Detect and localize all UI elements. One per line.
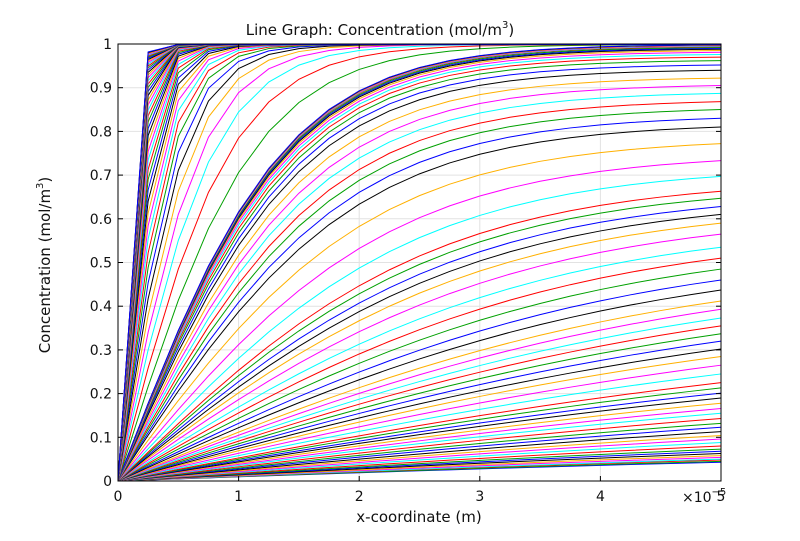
series-line	[117, 279, 722, 482]
y-tick-label: 0	[103, 474, 112, 490]
series-line	[117, 373, 722, 482]
series-line	[117, 257, 722, 482]
series-line	[117, 64, 722, 482]
series-line	[117, 213, 722, 482]
series-line	[117, 48, 722, 482]
x-axis-label: x-coordinate (m)	[356, 508, 481, 526]
x-tick-label: 1	[234, 489, 243, 505]
series-line	[117, 289, 722, 482]
y-tick-label: 0.2	[90, 387, 112, 403]
chart-title: Line Graph: Concentration (mol/m3)	[246, 20, 514, 39]
x-tick-label: 3	[475, 489, 484, 505]
series-line	[117, 402, 722, 482]
y-axis-label: Concentration (mol/m3)	[35, 177, 54, 354]
series-line	[117, 445, 722, 482]
series-line	[117, 92, 722, 482]
series-line	[117, 431, 722, 482]
series-line	[117, 222, 722, 482]
x-axis-multiplier: ×10−5	[682, 487, 726, 506]
series-line	[117, 143, 722, 482]
series-line	[117, 85, 722, 482]
series-line	[117, 160, 722, 482]
series-line	[117, 325, 722, 482]
y-tick-label: 0.7	[90, 168, 112, 184]
x-tick-label: 5	[717, 489, 726, 505]
x-tick-label: 4	[596, 489, 605, 505]
series-line	[117, 397, 722, 482]
series-line	[117, 126, 722, 482]
series-line	[117, 317, 722, 482]
y-tick-label: 0.4	[90, 299, 112, 315]
y-tick-label: 0.1	[90, 430, 112, 446]
x-tick-label: 0	[114, 489, 123, 505]
series-line	[117, 77, 722, 482]
series-line	[117, 117, 722, 482]
y-tick-label: 0.8	[90, 124, 112, 140]
series-line	[117, 60, 722, 482]
series-line	[117, 308, 722, 482]
series-line	[117, 442, 722, 482]
series-line	[117, 268, 722, 482]
series-line	[117, 438, 722, 482]
series-line	[117, 53, 722, 482]
series-line	[117, 300, 722, 482]
series-line	[117, 206, 722, 482]
series-line	[117, 101, 722, 482]
series-line	[117, 47, 722, 482]
series-line	[117, 340, 722, 482]
x-tick-label: 2	[355, 489, 364, 505]
series-line	[117, 190, 722, 482]
series-line	[117, 426, 722, 482]
series-line	[117, 422, 722, 482]
series-line	[117, 69, 722, 482]
series-line	[117, 392, 722, 482]
series-line	[117, 412, 722, 482]
series-line	[117, 387, 722, 482]
series-line	[117, 364, 722, 482]
series-line	[117, 348, 722, 482]
series-line	[117, 56, 722, 482]
y-tick-label: 0.3	[90, 343, 112, 359]
series-line	[117, 418, 722, 482]
series-line	[117, 233, 722, 482]
series-line	[117, 51, 722, 482]
series-line	[117, 246, 722, 482]
series-line	[117, 382, 722, 482]
y-tick-label: 1	[103, 37, 112, 53]
y-tick-label: 0.5	[90, 256, 112, 272]
series-line	[117, 355, 722, 482]
series-line	[117, 47, 722, 482]
y-tick-label: 0.6	[90, 212, 112, 228]
axis-ticks: 0 1 2 3 4 5 0 0.1 0.2 0.3 0.4 0.5 0.6 0.7 0.8 0.9 1	[90, 37, 726, 505]
series-line	[117, 197, 722, 482]
series-line	[117, 44, 722, 482]
series-line	[117, 407, 722, 482]
series-line	[117, 448, 722, 482]
series-line	[117, 109, 722, 482]
series-line	[117, 333, 722, 482]
series-line	[117, 50, 722, 482]
y-tick-label: 0.9	[90, 81, 112, 97]
series-line	[117, 435, 722, 482]
series-line	[117, 175, 722, 482]
